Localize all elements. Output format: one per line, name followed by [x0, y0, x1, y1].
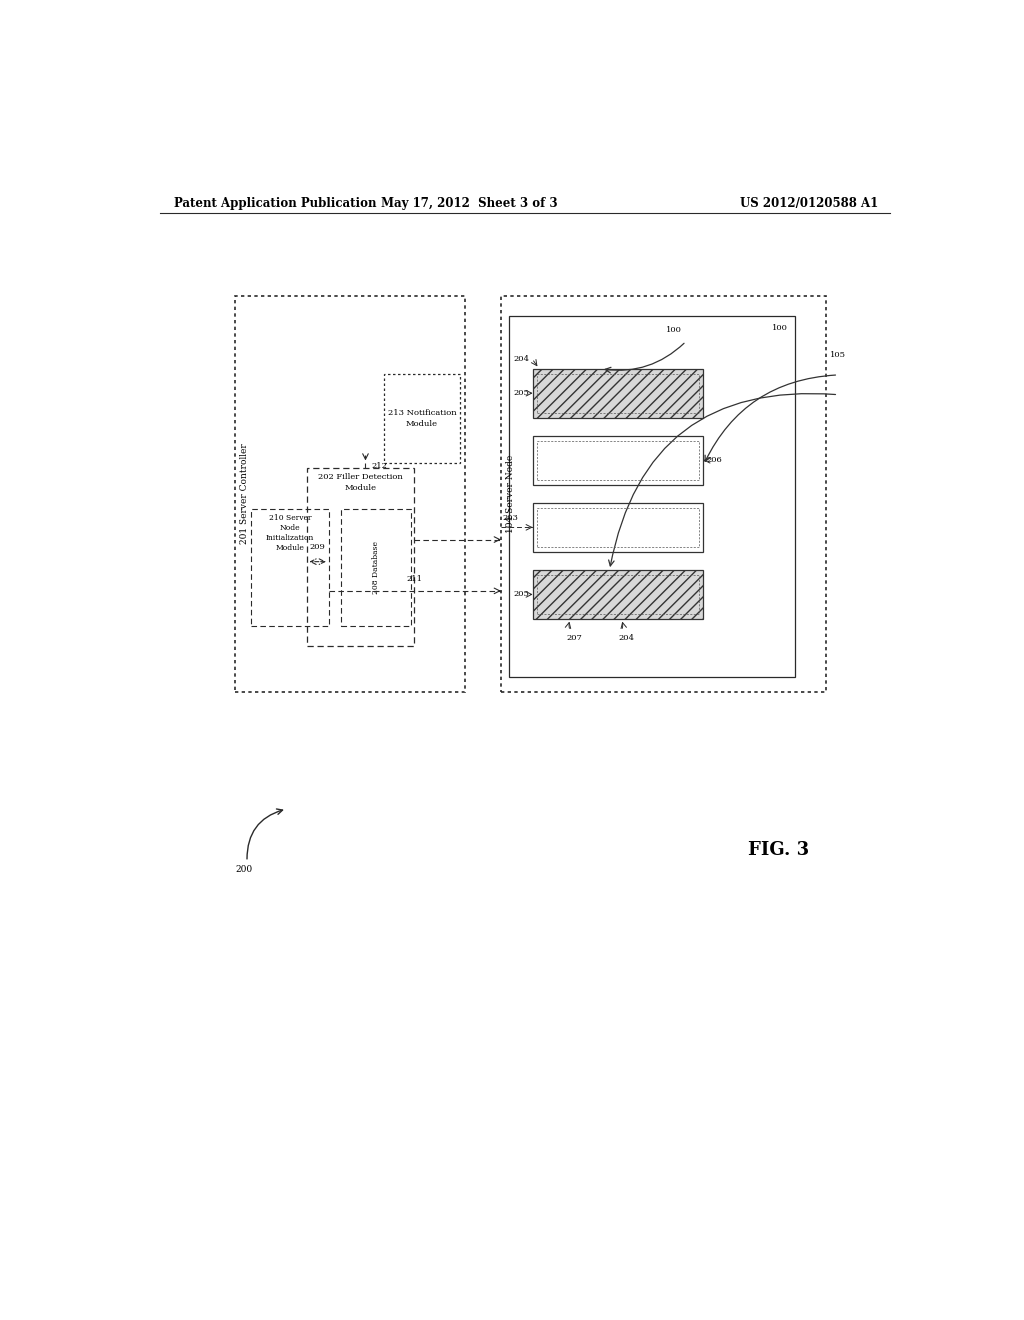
Bar	[251, 510, 329, 626]
Text: 211: 211	[407, 574, 423, 582]
Bar	[384, 374, 460, 463]
Text: 206: 206	[707, 457, 722, 465]
Text: Patent Application Publication: Patent Application Publication	[174, 197, 377, 210]
Text: 104 Server Node: 104 Server Node	[506, 454, 515, 533]
Text: 105: 105	[830, 351, 846, 359]
Bar	[532, 436, 703, 484]
Bar	[306, 469, 414, 647]
Text: 200: 200	[236, 866, 252, 874]
Text: 100: 100	[666, 326, 682, 334]
Bar	[341, 510, 411, 626]
Bar	[538, 576, 698, 614]
Text: 213 Notification
Module: 213 Notification Module	[388, 409, 457, 428]
Text: US 2012/0120588 A1: US 2012/0120588 A1	[739, 197, 878, 210]
Bar	[236, 296, 465, 692]
Text: FIG. 3: FIG. 3	[749, 841, 809, 858]
Bar	[538, 508, 698, 546]
Text: 100: 100	[772, 325, 788, 333]
Bar	[501, 296, 826, 692]
Text: 204: 204	[514, 355, 529, 363]
Text: 205: 205	[514, 590, 529, 598]
Bar	[532, 570, 703, 619]
Bar	[532, 503, 703, 552]
Text: 207: 207	[567, 634, 583, 642]
Text: 204: 204	[618, 634, 634, 642]
Text: 210 Server
Node
Initialization
Module: 210 Server Node Initialization Module	[265, 515, 314, 552]
Bar	[532, 368, 703, 417]
Bar	[538, 374, 698, 412]
Text: 208 Database: 208 Database	[372, 541, 380, 594]
Text: 203: 203	[503, 515, 518, 523]
Text: May 17, 2012  Sheet 3 of 3: May 17, 2012 Sheet 3 of 3	[381, 197, 557, 210]
Text: 209: 209	[309, 544, 326, 552]
Text: 205: 205	[514, 389, 529, 397]
Text: 212: 212	[372, 462, 388, 470]
Bar	[538, 441, 698, 479]
Text: 201 Server Controller: 201 Server Controller	[240, 444, 249, 544]
Bar	[509, 315, 795, 677]
Text: 202 Filler Detection
Module: 202 Filler Detection Module	[317, 474, 402, 492]
